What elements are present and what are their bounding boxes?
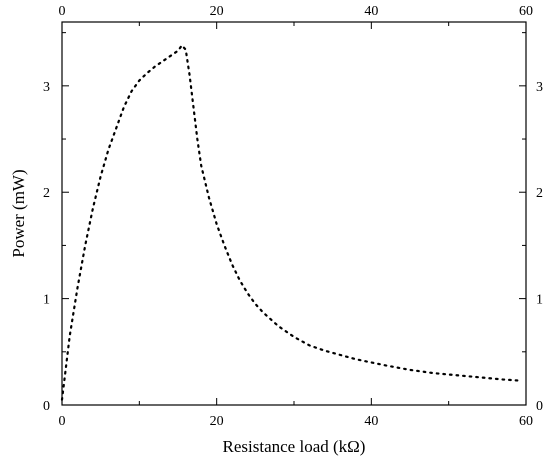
x-axis-title: Resistance load (kΩ): [223, 437, 366, 456]
y-tick-label: 1: [43, 293, 50, 308]
plot-frame: [61, 21, 527, 406]
top-tick-label: 40: [364, 4, 378, 19]
right-tick-label: 3: [536, 80, 543, 95]
top-tick-label: 0: [59, 4, 66, 19]
top-tick-label: 60: [519, 4, 533, 19]
y-axis-title: Power (mW): [9, 169, 28, 257]
series-line: [60, 43, 520, 401]
x-tick-label: 0: [59, 414, 66, 429]
right-tick-label: 0: [536, 399, 543, 414]
tick-marks: [61, 22, 527, 406]
top-tick-label: 20: [210, 4, 224, 19]
right-tick-label: 2: [536, 186, 543, 201]
x-tick-label: 40: [364, 414, 378, 429]
y-tick-label: 3: [43, 80, 50, 95]
x-tick-label: 60: [519, 414, 533, 429]
x-tick-label: 20: [210, 414, 224, 429]
right-tick-label: 1: [536, 293, 543, 308]
y-tick-label: 2: [43, 186, 50, 201]
y-tick-label: 0: [43, 399, 50, 414]
